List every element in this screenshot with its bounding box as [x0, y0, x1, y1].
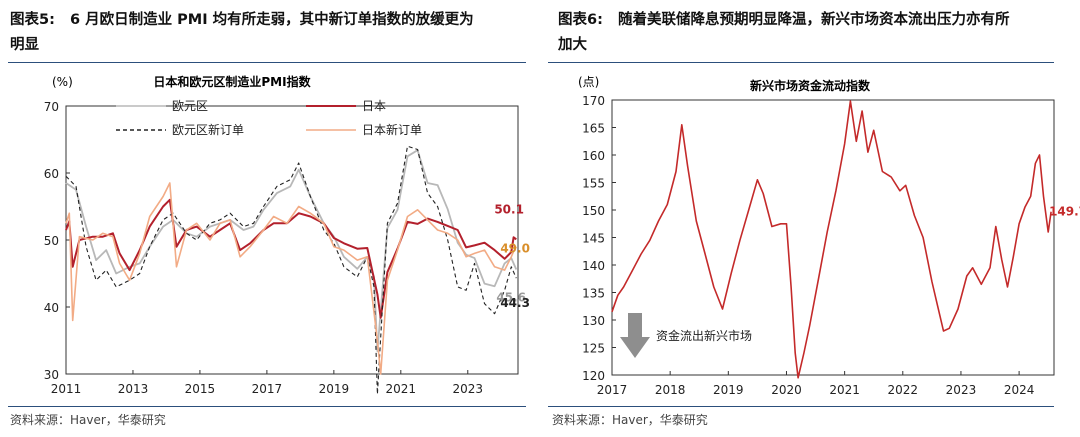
right-chart-container: 新兴市场资金流动指数 (点) 120 125 130 135 140 145 150 155 1… [548, 64, 1080, 404]
right-heading-label: 图表6: [558, 12, 603, 28]
x-tick-label: 2017 [252, 382, 283, 396]
right-y-unit-label: (点) [578, 75, 599, 89]
legend-label: 欧元区新订单 [172, 122, 244, 137]
y-tick-label: 50 [44, 234, 59, 248]
series-end-label: 49.0 [500, 242, 530, 256]
left-heading: 图表5: 6 月欧日制造业 PMI 均有所走弱，其中新订单指数的放缓更为 明显 [10, 8, 474, 58]
y-tick-label: 40 [44, 301, 59, 315]
left-chart-container: 日本和欧元区制造业PMI指数 (%) 30 40 50 60 70 2011 2013 201… [0, 64, 530, 404]
y-tick-label: 135 [582, 287, 605, 301]
right-heading-title-2: 加大 [558, 37, 587, 53]
x-tick-label: 2023 [453, 382, 484, 396]
left-source-rule [8, 406, 526, 407]
legend-label: 日本新订单 [362, 122, 422, 137]
left-chart-title: 日本和欧元区制造业PMI指数 [153, 74, 311, 89]
series-end-label: 50.1 [494, 202, 524, 216]
left-heading-title: 6 月欧日制造业 PMI 均有所走弱，其中新订单指数的放缓更为 [69, 12, 474, 28]
series-line-2 [65, 198, 517, 319]
series-line-1 [611, 100, 1052, 379]
right-heading-title: 随着美联储降息预期明显降温，新兴市场资本流出压力亦有所 [617, 12, 1010, 28]
y-tick-label: 160 [582, 149, 605, 163]
x-tick-label: 2022 [888, 383, 919, 397]
y-tick-label: 70 [44, 100, 59, 114]
x-tick-label: 2019 [713, 383, 744, 397]
y-tick-label: 165 [582, 122, 605, 136]
x-tick-label: 2019 [319, 382, 350, 396]
right-source-rule [548, 406, 1054, 407]
legend-label: 欧元区 [172, 99, 208, 113]
left-source: 资料来源：Haver，华泰研究 [10, 413, 166, 427]
right-heading: 图表6: 随着美联储降息预期明显降温，新兴市场资本流出压力亦有所 加大 [558, 8, 1009, 58]
y-tick-label: 30 [44, 368, 59, 382]
x-tick-label: 2020 [771, 383, 802, 397]
series-end-label: 44.3 [500, 296, 530, 310]
x-tick-label: 2015 [185, 382, 216, 396]
left-y-unit-label: (%) [52, 75, 73, 89]
x-tick-label: 2011 [51, 382, 82, 396]
right-panel: 图表6: 随着美联储降息预期明显降温，新兴市场资本流出压力亦有所 加大 新兴市场… [548, 0, 1080, 437]
left-panel: 图表5: 6 月欧日制造业 PMI 均有所走弱，其中新订单指数的放缓更为 明显 … [0, 0, 530, 437]
y-tick-label: 130 [582, 314, 605, 328]
x-tick-label: 2023 [946, 383, 977, 397]
y-tick-label: 155 [582, 177, 605, 191]
x-tick-label: 2017 [597, 383, 628, 397]
l-plot-frame [65, 105, 519, 375]
x-tick-label: 2021 [829, 383, 860, 397]
series-line-3 [65, 145, 517, 395]
x-tick-label: 2018 [655, 383, 686, 397]
series-line-1 [65, 149, 518, 353]
series-end-label: 45.6 [496, 290, 526, 304]
right-chart-title: 新兴市场资金流动指数 [750, 78, 871, 93]
right-heading-rule [548, 62, 1054, 63]
x-tick-label: 2021 [386, 382, 417, 396]
left-heading-rule [8, 62, 526, 63]
x-tick-label: 2013 [118, 382, 149, 396]
y-tick-label: 145 [582, 232, 605, 246]
legend-label: 日本 [362, 99, 386, 113]
left-heading-label: 图表5: [10, 12, 55, 28]
series-end-label: 149.7 [1049, 205, 1080, 219]
y-tick-label: 170 [582, 94, 605, 108]
y-tick-label: 150 [582, 204, 605, 218]
x-tick-label: 2024 [1004, 383, 1035, 397]
series-line-4 [65, 182, 517, 375]
left-chart: 日本和欧元区制造业PMI指数 (%) 30 40 50 60 70 2011 2013 201… [44, 74, 530, 396]
y-tick-label: 120 [582, 369, 605, 383]
right-source: 资料来源：Haver，华泰研究 [552, 413, 708, 427]
outflow-arrow-icon [620, 313, 650, 358]
y-tick-label: 60 [44, 167, 59, 181]
right-chart: 新兴市场资金流动指数 (点) 120 125 130 135 140 145 150 155 1… [578, 75, 1080, 397]
outflow-annotation: 资金流出新兴市场 [656, 328, 752, 343]
y-tick-label: 140 [582, 259, 605, 273]
y-tick-label: 125 [582, 342, 605, 356]
left-heading-title-2: 明显 [10, 37, 39, 53]
